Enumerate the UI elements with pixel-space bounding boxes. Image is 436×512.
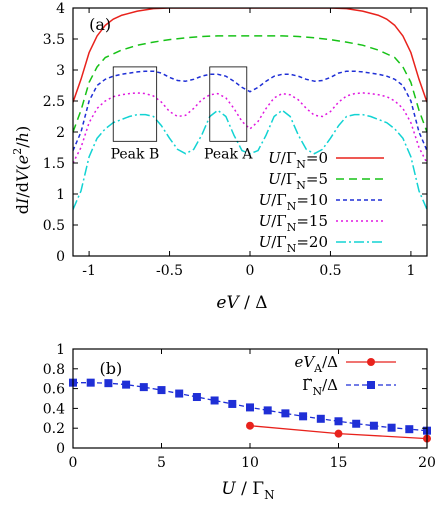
panel-b-legend-label-1: Γ̃N/Δ: [302, 376, 338, 398]
panel-b-label: (b): [100, 359, 123, 378]
panel-a-xlabel: eV / Δ: [216, 293, 267, 313]
panel-b-legend-label-0: eVA/Δ: [294, 353, 338, 375]
panel-a-annotation-label-1: Peak A: [204, 146, 253, 162]
panel-a-ytick-label: 2.5: [43, 94, 65, 110]
panel-a-ytick-label: 3.5: [43, 32, 65, 48]
panel-b: 0 5 10 15 20 0 0.2 0.4 0.6 0.8 1 (b) eVA/ΔΓ̃N/Δ U …: [43, 342, 436, 502]
panel-a-legend-label-4: U/ΓN=20: [259, 233, 328, 255]
panel-b-ytick-label: 1: [56, 342, 65, 358]
panel-a-annotation-box-1: [209, 66, 248, 142]
panel-b-point-1: [157, 386, 166, 395]
panel-b-point-1: [86, 378, 95, 387]
panel-a-series-layer: [73, 8, 427, 210]
panel-b-point-1: [387, 423, 396, 432]
panel-b-xtick-label: 0: [69, 455, 78, 471]
panel-b-legend-marker-1: [367, 381, 375, 389]
panel-a-series-line-0: [73, 8, 427, 103]
panel-b-ytick-label: 0.8: [43, 362, 65, 378]
panel-b-point-1: [175, 389, 184, 398]
panel-a-xtick-label: 0.5: [319, 263, 341, 279]
panel-b-ytick-label: 0.6: [43, 382, 65, 398]
panel-a-series-line-3: [73, 92, 427, 164]
panel-a-annotation-box-0: [112, 66, 158, 142]
panel-b-point-1: [104, 379, 113, 388]
panel-b-xtick-label: 10: [241, 455, 259, 471]
panel-b-ytick-label: 0.4: [43, 401, 65, 417]
panel-b-point-1: [122, 380, 131, 389]
panel-b-legend: eVA/ΔΓ̃N/Δ: [294, 353, 396, 398]
panel-b-point-1: [228, 399, 237, 408]
panel-b-xtick-label: 5: [157, 455, 166, 471]
panel-a-ytick-label: 0: [56, 249, 65, 265]
panel-b-ytick-label: 0: [56, 441, 65, 457]
panel-a-legend-label-0: U/ΓN=0: [268, 149, 328, 171]
panel-a-series-line-4: [73, 109, 427, 210]
panel-b-ytick-label: 0.2: [43, 421, 65, 437]
panel-a-ytick-label: 2: [56, 125, 65, 141]
panel-b-point-1: [281, 409, 290, 418]
panel-a-ytick-label: 3: [56, 63, 65, 79]
panel-a-annotation-label-0: Peak B: [111, 146, 160, 162]
panel-b-point-1: [316, 414, 325, 423]
panel-b-point-1: [369, 421, 378, 430]
panel-a-xtick-label: 0: [246, 263, 255, 279]
panel-a-ytick-label: 1: [56, 187, 65, 203]
panel-a-legend: U/ΓN=0U/ΓN=5U/ΓN=10U/ΓN=15U/ΓN=20: [259, 149, 384, 255]
panel-a-series-line-2: [73, 70, 427, 151]
panel-b-series-layer: [69, 378, 431, 443]
panel-a-ylabel: dI/dV(e2/h): [11, 126, 32, 214]
panel-b-point-1: [405, 425, 414, 434]
panel-b-xtick-label: 20: [418, 455, 436, 471]
panel-a-xtick-label: -0.5: [156, 263, 183, 279]
panel-b-point-1: [139, 383, 148, 392]
panel-b-point-1: [299, 412, 308, 421]
panel-a-xtick-label: 1: [406, 263, 415, 279]
panel-a-legend-label-2: U/ΓN=10: [259, 191, 328, 213]
panel-b-point-1: [263, 406, 272, 415]
panel-b-point-1: [352, 419, 361, 428]
panel-a-xtick-label: -1: [82, 263, 96, 279]
panel-a-ytick-label: 4: [56, 1, 65, 17]
panel-a: Peak B Peak A -1 -0.5 0 0.5 1 0 0.5 1 1.5 2 2.5 3 3.5…: [11, 1, 428, 313]
panel-a-series-line-1: [73, 35, 427, 133]
panel-b-point-1: [192, 393, 201, 402]
panel-b-point-0: [246, 421, 254, 430]
panel-b-point-0: [334, 429, 343, 438]
panel-b-point-1: [210, 396, 219, 405]
panel-a-legend-label-3: U/ΓN=15: [259, 212, 328, 234]
panel-b-legend-marker-0: [367, 358, 375, 366]
panel-a-legend-label-1: U/ΓN=5: [268, 170, 328, 192]
panel-a-label: (a): [89, 15, 111, 34]
panel-b-xlabel: U / ΓN: [221, 479, 274, 502]
panel-b-xtick-label: 15: [330, 455, 348, 471]
panel-b-point-1: [246, 403, 254, 412]
panel-a-ytick-label: 1.5: [43, 156, 65, 172]
panel-a-ytick-label: 0.5: [43, 218, 65, 234]
panel-b-point-1: [334, 417, 343, 426]
panel-a-frame: [72, 7, 428, 257]
